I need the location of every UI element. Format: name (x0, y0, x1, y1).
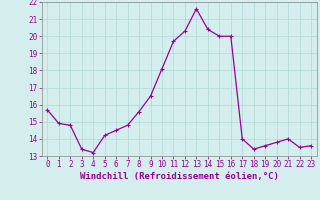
X-axis label: Windchill (Refroidissement éolien,°C): Windchill (Refroidissement éolien,°C) (80, 172, 279, 181)
